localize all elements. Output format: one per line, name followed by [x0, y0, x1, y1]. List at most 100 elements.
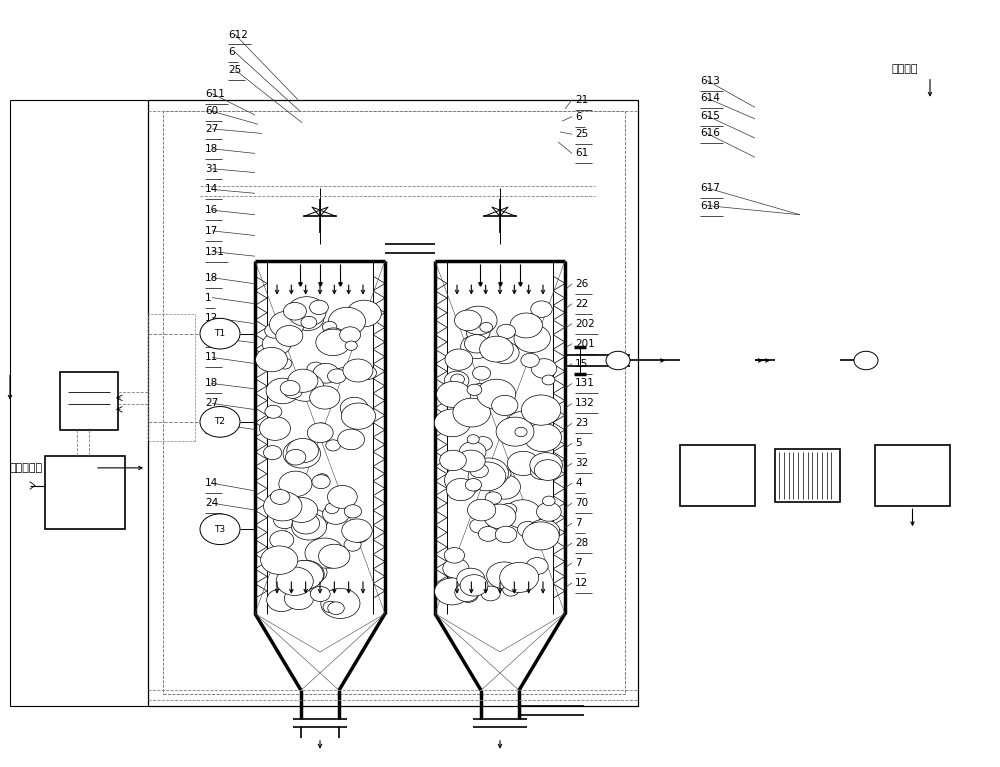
Circle shape — [325, 503, 339, 514]
Text: 18: 18 — [205, 378, 218, 389]
Circle shape — [287, 439, 319, 463]
Circle shape — [531, 301, 552, 318]
Circle shape — [464, 334, 488, 353]
Circle shape — [473, 367, 491, 380]
Circle shape — [284, 588, 313, 610]
Circle shape — [446, 479, 475, 501]
Text: 27: 27 — [205, 398, 218, 409]
Circle shape — [523, 519, 540, 532]
Circle shape — [280, 380, 300, 396]
Circle shape — [523, 421, 543, 437]
Circle shape — [283, 302, 306, 320]
Circle shape — [270, 489, 290, 505]
Bar — [680, 445, 755, 506]
Text: 14: 14 — [205, 184, 218, 195]
Bar — [875, 445, 950, 506]
Text: 132: 132 — [575, 398, 595, 409]
Circle shape — [269, 311, 304, 337]
Circle shape — [451, 374, 464, 384]
Circle shape — [278, 358, 292, 369]
Circle shape — [542, 375, 555, 385]
Circle shape — [530, 453, 562, 478]
Text: 616: 616 — [700, 128, 720, 139]
Text: 61: 61 — [575, 148, 588, 159]
Circle shape — [287, 373, 324, 401]
Circle shape — [260, 416, 290, 440]
Circle shape — [498, 469, 511, 479]
Text: 16: 16 — [205, 205, 218, 216]
Circle shape — [467, 384, 490, 403]
Circle shape — [285, 568, 316, 592]
Circle shape — [501, 503, 517, 515]
Circle shape — [507, 451, 539, 476]
Circle shape — [480, 336, 513, 362]
Circle shape — [543, 496, 555, 505]
Circle shape — [283, 439, 321, 468]
Text: 14: 14 — [205, 478, 218, 489]
Circle shape — [262, 333, 291, 355]
Circle shape — [443, 558, 469, 578]
Circle shape — [341, 403, 376, 430]
Circle shape — [200, 318, 240, 349]
Circle shape — [347, 300, 381, 327]
Circle shape — [340, 397, 368, 419]
Text: 18: 18 — [205, 143, 218, 154]
Circle shape — [345, 341, 357, 351]
Circle shape — [276, 567, 313, 595]
Text: 15: 15 — [575, 358, 588, 369]
Circle shape — [528, 519, 560, 544]
Circle shape — [496, 417, 534, 446]
Circle shape — [434, 409, 470, 436]
Circle shape — [316, 329, 350, 356]
Circle shape — [514, 324, 550, 353]
Text: 12: 12 — [205, 312, 218, 323]
Circle shape — [321, 555, 338, 568]
Text: 11: 11 — [205, 352, 218, 363]
Circle shape — [468, 462, 506, 491]
Circle shape — [444, 548, 465, 563]
Text: o: o — [616, 357, 620, 364]
Circle shape — [457, 450, 485, 472]
Circle shape — [291, 305, 324, 331]
Circle shape — [448, 570, 482, 596]
Circle shape — [276, 325, 303, 347]
Circle shape — [276, 506, 302, 527]
Bar — [163, 111, 625, 694]
Text: 6: 6 — [228, 47, 235, 58]
Circle shape — [301, 316, 317, 328]
Circle shape — [280, 588, 301, 604]
Circle shape — [477, 379, 516, 409]
Circle shape — [854, 351, 878, 370]
Circle shape — [288, 561, 324, 588]
Text: 22: 22 — [575, 298, 588, 309]
Circle shape — [267, 589, 296, 611]
Circle shape — [454, 310, 481, 331]
Circle shape — [435, 578, 470, 605]
Circle shape — [310, 300, 328, 314]
Circle shape — [322, 321, 337, 332]
Bar — [45, 456, 125, 529]
Circle shape — [525, 406, 547, 422]
Circle shape — [478, 526, 498, 542]
Circle shape — [342, 519, 372, 542]
Circle shape — [287, 297, 326, 327]
Text: T1: T1 — [214, 329, 226, 338]
Text: 5: 5 — [575, 438, 582, 449]
Text: 6: 6 — [575, 111, 582, 122]
Circle shape — [474, 436, 492, 451]
Circle shape — [469, 458, 508, 488]
Circle shape — [503, 584, 519, 596]
Text: 70: 70 — [575, 498, 588, 509]
Circle shape — [453, 398, 490, 427]
Text: 25: 25 — [575, 129, 588, 140]
Circle shape — [266, 378, 299, 403]
Circle shape — [530, 462, 553, 479]
Circle shape — [459, 442, 486, 462]
Text: 614: 614 — [700, 93, 720, 104]
Circle shape — [465, 479, 482, 491]
Text: 18: 18 — [205, 272, 218, 283]
Text: 60: 60 — [205, 106, 218, 117]
Circle shape — [521, 354, 539, 367]
Text: 7: 7 — [575, 558, 582, 568]
Circle shape — [284, 384, 302, 398]
